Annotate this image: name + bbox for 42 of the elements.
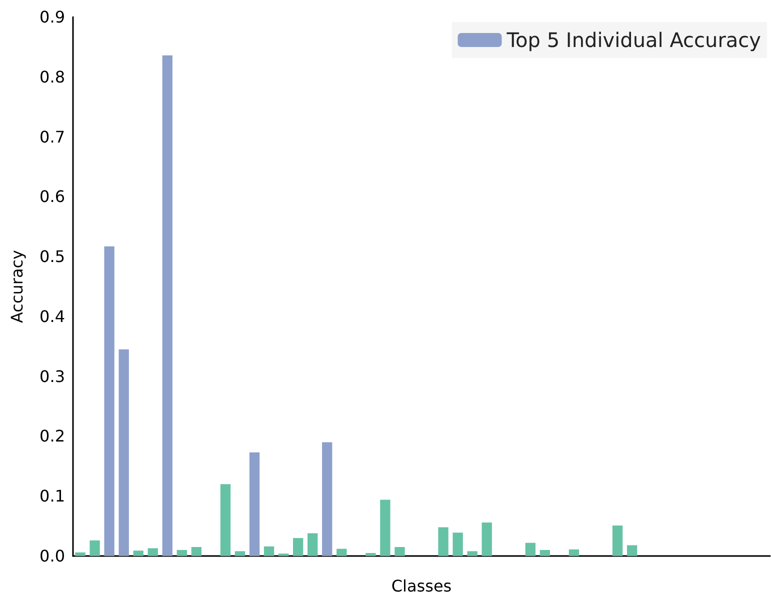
y-tick-label: 0.7 — [40, 127, 65, 146]
y-tick-label: 0.5 — [40, 247, 65, 266]
bar — [75, 552, 86, 556]
bar — [568, 549, 580, 556]
y-tick-label: 0.8 — [40, 67, 65, 86]
bar — [176, 550, 187, 556]
bar — [467, 551, 478, 556]
y-axis-title: Accuracy — [8, 250, 26, 324]
bar — [118, 349, 129, 556]
bar — [148, 548, 158, 556]
bar — [380, 500, 390, 556]
bar — [525, 542, 536, 556]
bar — [264, 546, 274, 556]
bar — [104, 246, 114, 556]
bar — [626, 545, 638, 556]
bar — [292, 538, 304, 556]
y-tick-label: 0.1 — [40, 486, 65, 506]
y-tick-label: 0.2 — [40, 426, 65, 446]
bar — [612, 525, 623, 556]
legend-label: Top 5 Individual Accuracy — [506, 28, 762, 52]
y-tick-label: 0.0 — [40, 546, 65, 566]
bar — [322, 442, 332, 556]
bar — [482, 522, 492, 556]
bar — [234, 551, 246, 556]
bar — [220, 484, 231, 556]
y-tick-label: 0.3 — [40, 366, 65, 386]
bar — [394, 547, 405, 556]
x-axis-title: Classes — [391, 576, 452, 596]
bar — [452, 532, 463, 556]
bar — [90, 540, 100, 556]
bar — [191, 547, 202, 556]
bar — [336, 548, 347, 556]
y-tick-label: 0.6 — [40, 187, 65, 206]
bar — [133, 550, 144, 556]
y-tick-label: 0.4 — [40, 306, 65, 326]
bar — [249, 452, 260, 556]
bar — [162, 55, 172, 556]
bar — [540, 550, 550, 556]
bar — [308, 533, 318, 556]
y-tick-label: 0.9 — [40, 8, 65, 26]
bar — [438, 527, 448, 556]
bar — [366, 553, 376, 556]
